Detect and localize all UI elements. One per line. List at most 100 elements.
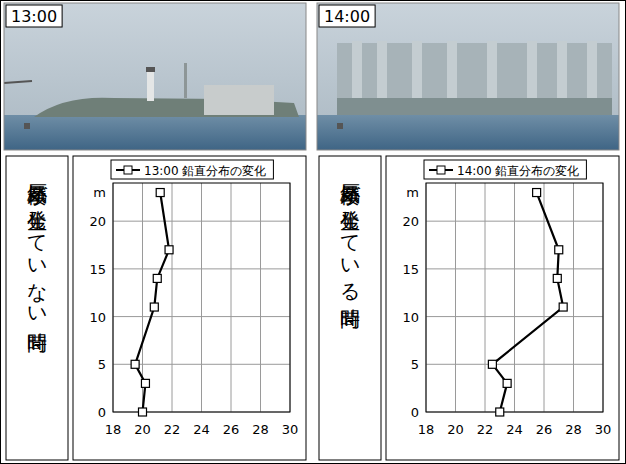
y-axis-label: m [93,185,106,200]
x-tick-label: 20 [134,422,151,437]
legend-marker [437,166,445,174]
x-tick-label: 28 [252,422,269,437]
chart-box [73,156,306,460]
data-layer [131,189,173,416]
side-label-box [6,156,68,460]
grid [113,183,290,412]
photo-buoy [337,123,343,129]
x-grid-line [201,183,202,412]
side-label: 蜃気楼が発生している時間 [337,168,363,452]
photo-buoy [24,123,30,129]
x-tick-label: 30 [595,422,612,437]
x-grid-line [231,183,232,412]
x-tick-label: 18 [418,422,435,437]
time-label-text: 14:00 [324,7,370,26]
data-point [559,303,567,311]
y-grid-line [426,268,603,269]
legend: 13:00 鉛直分布の変化 [111,160,273,179]
y-grid-line [426,364,603,365]
data-point [553,274,561,282]
plot-frame [113,183,290,412]
legend-label: 13:00 鉛直分布の変化 [144,164,266,178]
photo-sky [317,3,619,150]
y-tick-label: 5 [411,357,419,372]
x-grid-line [172,183,173,412]
data-point [533,189,541,197]
photo [4,3,306,150]
data-point [503,379,511,387]
x-tick-label: 24 [193,422,210,437]
chart-box [386,156,619,460]
legend: 14:00 鉛直分布の変化 [424,160,586,179]
legend-marker [124,166,132,174]
time-label-text: 13:00 [11,7,57,26]
time-label: 13:00 [6,5,62,27]
plot-frame [426,183,603,412]
y-tick-label: 20 [402,214,419,229]
legend-box [111,160,273,179]
y-grid-line [113,316,290,317]
data-point [496,408,504,416]
data-point [488,360,496,368]
figure: 13:00 18 20 22 24 26 28 30 0 5 10 15 20 m 13:00 鉛直分布の変… [0,0,626,464]
x-grid-line [455,183,456,412]
photo-sea [317,115,619,150]
photo-lighthouse [147,71,154,101]
y-tick-label: 5 [98,357,106,372]
x-grid-line [260,183,261,412]
y-tick-label: 0 [98,405,106,420]
y-tick-label: 15 [402,262,419,277]
photo-border [317,3,619,150]
photo-pole [184,63,187,98]
x-tick-label: 26 [223,422,240,437]
y-grid-line [426,316,603,317]
x-tick-label: 30 [282,422,299,437]
photo-sky [4,3,306,150]
x-tick-label: 22 [164,422,181,437]
photo-island [337,98,612,115]
x-grid-line [573,183,574,412]
data-point [153,274,161,282]
x-grid-line [485,183,486,412]
y-grid-line [113,221,290,222]
photo-lighthouse-top [146,67,155,72]
time-label: 14:00 [319,5,375,27]
x-tick-label: 20 [447,422,464,437]
time-label-box [6,5,62,27]
y-tick-label: 10 [402,310,419,325]
time-label-box [319,5,375,27]
x-tick-label: 26 [536,422,553,437]
data-point [139,408,147,416]
x-tick-label: 18 [105,422,122,437]
data-point [131,360,139,368]
x-grid-line [514,183,515,412]
figure-border [1,1,626,464]
series-line [135,193,169,412]
y-tick-label: 10 [89,310,106,325]
x-tick-label: 28 [565,422,582,437]
data-point [156,189,164,197]
y-grid-line [113,268,290,269]
photo-building [204,85,274,115]
photo-boat [4,81,32,83]
data-point [141,379,149,387]
y-axis-label: m [406,185,419,200]
side-label-box [319,156,381,460]
side-label: 蜃気楼が発生していない時間 [24,168,50,452]
y-tick-label: 0 [411,405,419,420]
legend-box [424,160,586,179]
photo-border [4,3,306,150]
photo [317,3,619,150]
grid [426,183,603,412]
data-point [150,303,158,311]
series-line [492,193,563,412]
data-point [555,246,563,254]
photo-sea [4,115,306,150]
y-grid-line [426,221,603,222]
x-tick-label: 22 [477,422,494,437]
y-tick-label: 20 [89,214,106,229]
y-tick-label: 15 [89,262,106,277]
data-layer [488,189,567,416]
legend-label: 14:00 鉛直分布の変化 [457,164,579,178]
x-grid-line [544,183,545,412]
